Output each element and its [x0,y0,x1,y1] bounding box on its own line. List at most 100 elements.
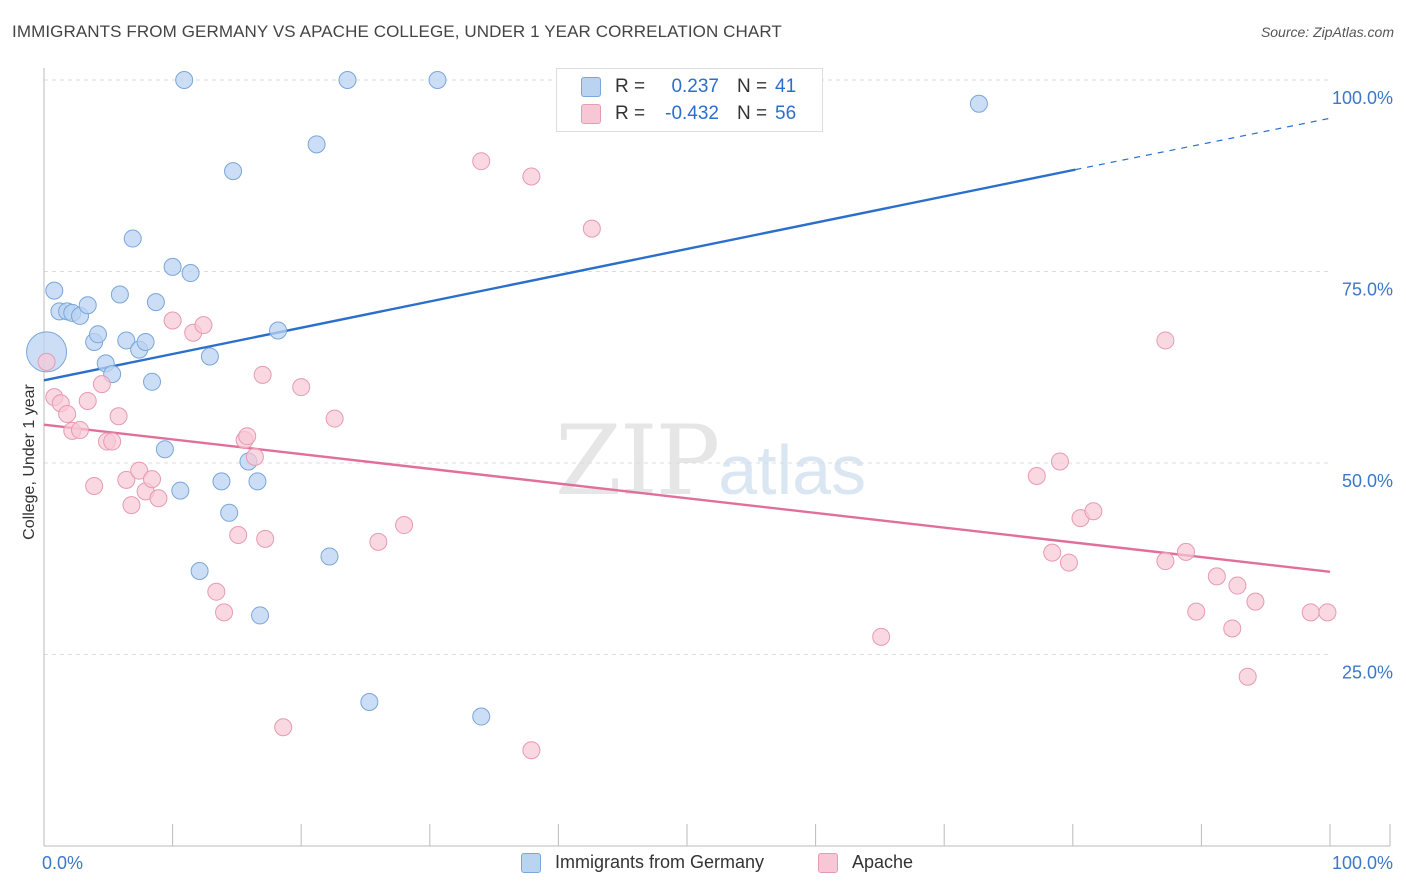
data-point-apache [1156,552,1175,571]
data-point-apache [1050,452,1069,471]
swatch-germany [581,77,601,97]
data-point-apache [143,470,162,489]
data-point-apache [163,311,182,330]
data-point-germany [248,472,267,491]
data-point-apache [253,365,272,384]
y-tick-label: 50.0% [1342,471,1393,491]
data-point-germany [78,296,97,315]
data-point-germany [45,281,64,300]
data-point-apache [37,352,56,371]
tick-labels: 25.0% 50.0% 75.0% 100.0% 0.0% 100.0% [42,88,1393,873]
data-point-apache [71,421,90,440]
stats-legend: R = 0.237 N = 41 R = -0.432 N = 56 [556,68,823,132]
trend-line-germany-extension [1075,117,1331,171]
legend-label-apache: Apache [852,852,914,872]
n-value-germany: 41 [775,76,797,97]
legend-swatch-germany [521,852,541,873]
n-value-apache: 56 [775,103,797,124]
series-germany-points [26,71,988,726]
legend-item-germany[interactable]: Immigrants from Germany [521,852,764,873]
data-point-germany [117,331,136,350]
data-point-apache [292,378,311,397]
data-point-apache [369,532,388,551]
stats-row-germany: R = 0.237 N = 41 [581,75,796,99]
r-value-apache: -0.432 [665,103,719,124]
data-point-apache [1318,603,1337,622]
data-point-apache [229,526,248,545]
y-tick-label: 100.0% [1332,88,1393,108]
data-point-germany [320,547,339,566]
data-point-apache [1156,331,1175,350]
data-point-germany [200,347,219,366]
data-point-germany [969,94,988,113]
series-legend: Immigrants from Germany Apache [0,852,1406,878]
n-label: N = [737,103,768,124]
data-point-apache [1176,542,1195,561]
data-point-apache [1238,667,1257,686]
data-point-apache [207,582,226,601]
y-tick-label: 75.0% [1342,280,1393,300]
data-point-germany [190,562,209,581]
data-point-apache [109,407,128,426]
data-point-apache [1059,553,1078,572]
data-point-apache [256,529,275,548]
data-point-germany [307,135,326,154]
series-apache-points [37,152,1337,760]
stats-row-apache: R = -0.432 N = 56 [581,102,796,126]
data-point-germany [143,372,162,391]
data-point-germany [472,707,491,726]
n-label: N = [737,76,768,97]
data-point-germany [212,472,231,491]
data-point-apache [872,627,891,646]
data-point-germany [428,71,447,89]
data-point-apache [215,603,234,622]
data-point-germany [89,325,108,344]
data-point-apache [58,404,77,423]
trend-lines [43,117,1331,573]
data-point-apache [582,219,601,238]
data-point-apache [149,489,168,508]
data-point-apache [1301,603,1320,622]
data-point-germany [136,332,155,351]
data-point-apache [245,447,264,466]
data-point-apache [1027,467,1046,486]
data-point-apache [395,516,414,535]
data-point-germany [110,285,129,304]
data-point-germany [251,606,270,625]
data-point-germany [360,692,379,711]
x-tick-label: 100.0% [1332,853,1393,873]
data-point-apache [194,316,213,335]
data-point-apache [238,427,257,446]
axes [43,68,1391,847]
data-point-germany [175,71,194,89]
data-point-apache [117,470,136,489]
y-axis-label: College, Under 1 year [21,384,38,540]
trend-line-apache [43,423,1331,573]
data-point-apache [325,409,344,428]
data-point-apache [1043,543,1062,562]
legend-label-germany: Immigrants from Germany [555,852,765,872]
data-point-germany [123,229,142,248]
data-point-apache [522,167,541,186]
chart-source: Source: ZipAtlas.com [1260,24,1394,40]
data-point-germany [163,257,182,276]
data-point-germany [181,264,200,283]
data-point-apache [92,375,111,394]
watermark-atlas: atlas [718,431,867,509]
r-value-germany: 0.237 [671,76,719,97]
trend-line-germany [43,168,1076,382]
data-point-germany [155,440,174,459]
data-point-apache [130,461,149,480]
data-point-germany [269,321,288,340]
data-point-apache [1223,619,1242,638]
chart-title: IMMIGRANTS FROM GERMANY VS APACHE COLLEG… [12,22,782,41]
data-point-apache [1246,592,1265,611]
r-label: R = [615,76,646,97]
data-point-apache [103,432,122,451]
data-point-apache [1187,602,1206,621]
data-point-apache [274,718,293,737]
data-point-germany [146,293,165,312]
data-point-apache [522,741,541,760]
legend-item-apache[interactable]: Apache [818,852,913,873]
